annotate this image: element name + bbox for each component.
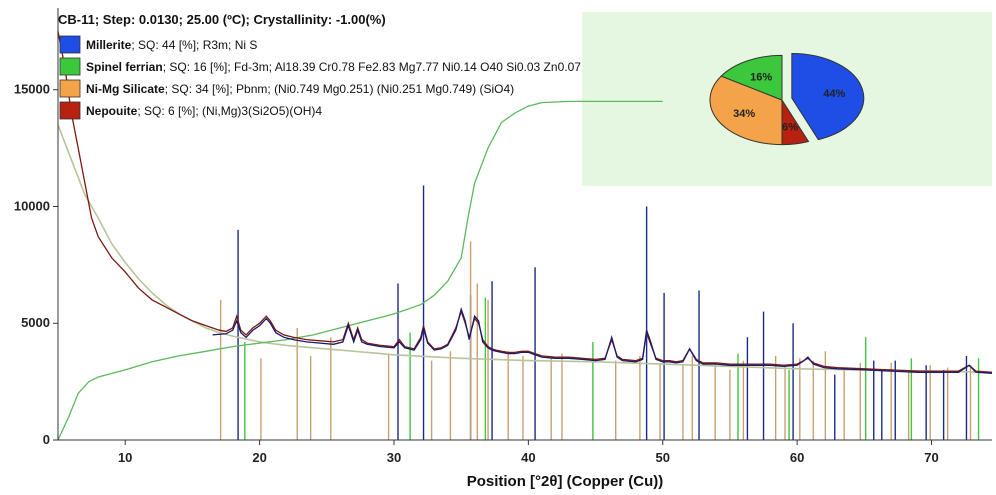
x-tick-label-1: 20 [252, 450, 266, 465]
series-calculated [212, 306, 993, 375]
series-background [57, 124, 993, 374]
y-tick-label-3: 15000 [14, 82, 50, 97]
y-tick-label-0: 0 [43, 432, 50, 447]
legend-entry-1: Spinel ferrian; SQ: 16 [%]; Fd-3m; Al18.… [86, 60, 581, 74]
legend-swatch-0 [59, 35, 81, 54]
y-tick-label-1: 5000 [21, 315, 50, 330]
legend: Millerite; SQ: 44 [%]; R3m; Ni S Spinel f… [59, 35, 581, 120]
series-observed [57, 31, 993, 373]
legend-entry-2: Ni-Mg Silicate; SQ: 34 [%]; Pbnm; (Ni0.7… [86, 82, 514, 96]
x-tick-label-0: 10 [118, 450, 132, 465]
series-cumulative [57, 100, 663, 441]
pie-slice-label-1: 6% [782, 121, 798, 133]
x-axis-label: Position [°2θ] (Copper (Cu)) [467, 473, 664, 490]
pie-slice-label-2: 34% [733, 108, 755, 120]
phase-pie-panel: 44% 6% 34% 16% [582, 12, 992, 186]
y-tick-label-2: 10000 [14, 198, 50, 213]
legend-entry-3: Nepouite; SQ: 6 [%]; (Ni,Mg)3(Si2O5)(OH)… [86, 104, 322, 118]
x-tick-label-2: 30 [387, 450, 401, 465]
legend-swatch-1 [59, 57, 81, 76]
x-tick-label-5: 60 [790, 450, 804, 465]
reference-peaks [219, 185, 980, 440]
pie-slice-label-0: 44% [823, 88, 845, 100]
axes: 0 5000 10000 15000 10 20 30 40 50 60 70 [14, 8, 992, 465]
x-tick-label-6: 70 [924, 450, 938, 465]
pie-slice-0 [791, 52, 865, 141]
x-tick-label-3: 40 [521, 450, 535, 465]
pie-slice-label-3: 16% [750, 72, 772, 84]
pie-background [582, 12, 992, 186]
pie-slice-3 [720, 54, 783, 101]
legend-swatch-2 [59, 79, 81, 98]
legend-entry-0: Millerite; SQ: 44 [%]; R3m; Ni S [86, 38, 257, 52]
legend-swatch-3 [59, 101, 81, 120]
x-tick-label-4: 50 [656, 450, 670, 465]
pattern-lines [57, 31, 993, 441]
chart-title: CB-11; Step: 0.0130; 25.00 (ºC); Crystal… [58, 12, 386, 27]
